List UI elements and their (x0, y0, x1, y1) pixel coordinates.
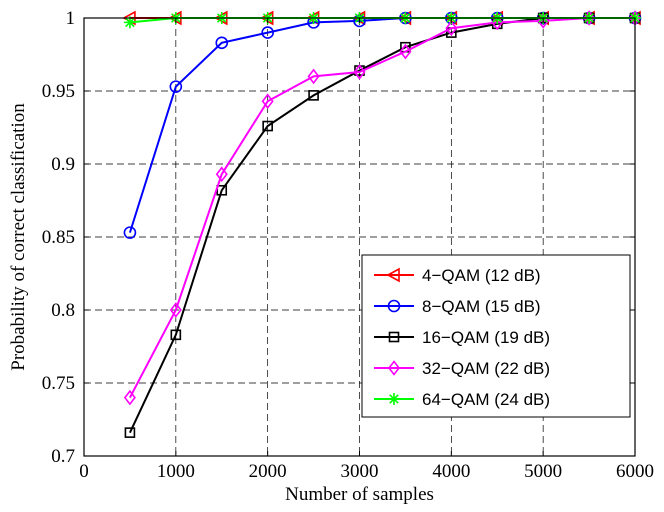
legend-entry-3: 16−QAM (19 dB) (374, 328, 550, 347)
y-tick-label: 0.8 (51, 300, 75, 321)
series-2 (123, 11, 642, 239)
data-point-3 (124, 427, 136, 438)
y-tick-label: 0.85 (42, 227, 75, 248)
data-point-4 (353, 64, 366, 80)
data-point-2 (261, 26, 274, 39)
y-tick-label: 0.95 (42, 81, 75, 102)
x-tick-label: 4000 (432, 461, 470, 482)
legend-marker (387, 299, 401, 313)
legend-marker (388, 393, 400, 405)
x-tick-label: 6000 (616, 461, 654, 482)
legend-marker (388, 331, 400, 343)
data-point-3 (170, 329, 182, 341)
legend-entry-1: 4−QAM (12 dB) (374, 266, 541, 285)
data-point-4 (583, 10, 596, 26)
x-axis-label: Number of samples (285, 484, 434, 505)
series-line-2 (128, 17, 635, 233)
data-point-5 (123, 16, 136, 29)
legend-entry-4: 32−QAM (22 dB) (374, 359, 550, 378)
data-point-4 (123, 389, 136, 406)
x-tick-label: 0 (79, 461, 89, 482)
y-tick-label: 0.7 (51, 446, 75, 467)
data-point-2 (169, 80, 183, 93)
legend-label: 32−QAM (22 dB) (422, 359, 550, 378)
legend-label: 4−QAM (12 dB) (422, 266, 541, 285)
x-tick-label: 5000 (524, 461, 562, 482)
x-tick-label: 2000 (249, 461, 287, 482)
ticks: 0 1000 2000 3000 4000 5000 6000 0.7 0.75 0.8 0.85 0… (42, 8, 654, 482)
legend-marker (386, 267, 400, 283)
data-point-4 (445, 20, 458, 37)
legend-label: 64−QAM (24 dB) (422, 390, 550, 409)
legend-entry-5: 64−QAM (24 dB) (374, 390, 550, 409)
data-point-4 (169, 302, 182, 318)
y-tick-label: 1 (66, 8, 76, 29)
data-point-4 (399, 43, 412, 60)
data-point-4 (215, 166, 228, 183)
data-point-3 (262, 120, 273, 132)
y-tick-label: 0.75 (42, 373, 75, 394)
data-point-2 (215, 36, 229, 50)
data-point-3 (308, 90, 319, 101)
legend-entry-2: 8−QAM (15 dB) (374, 297, 541, 316)
x-tick-label: 3000 (341, 461, 379, 482)
data-point-2 (123, 226, 137, 239)
legend-label: 16−QAM (19 dB) (422, 328, 550, 347)
legend: 4−QAM (12 dB) 8−QAM (15 dB) 16−QAM (19 dB)… (361, 254, 631, 418)
series-line-4 (129, 17, 635, 399)
y-axis-label: Probability of correct classification (8, 103, 29, 371)
legend-marker (387, 360, 401, 376)
data-point-4 (307, 68, 320, 85)
legend-label: 8−QAM (15 dB) (422, 297, 541, 316)
x-tick-label: 1000 (157, 461, 195, 482)
data-point-4 (261, 93, 274, 110)
y-tick-label: 0.9 (51, 154, 75, 175)
